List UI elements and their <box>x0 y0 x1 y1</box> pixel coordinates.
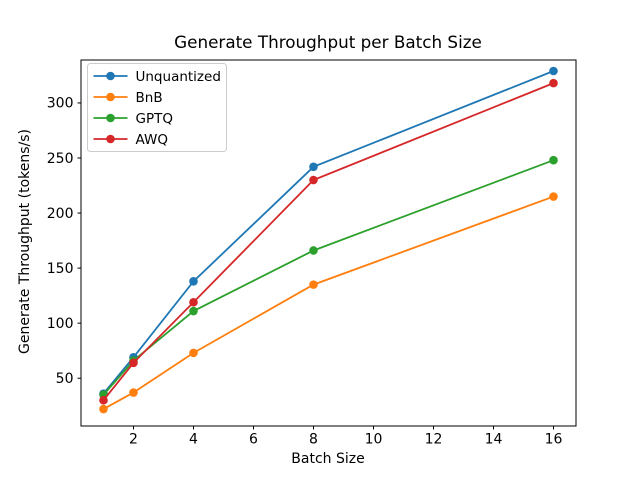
data-point-unquantized <box>189 277 198 286</box>
x-tick-label: 16 <box>545 432 563 448</box>
series-line-bnb <box>103 195 554 410</box>
data-point-awq <box>189 297 198 307</box>
data-point-awq <box>99 395 108 405</box>
legend-entry-label: GPTQ <box>136 111 173 127</box>
y-tick-label: 250 <box>47 151 74 167</box>
y-axis-label: Generate Throughput (tokens/s) <box>17 129 33 354</box>
y-tick-label: 150 <box>47 261 74 277</box>
data-point-gptq <box>309 246 318 255</box>
data-point-bnb <box>309 280 318 289</box>
plot-spines <box>80 59 577 427</box>
data-point-unquantized <box>309 162 318 172</box>
data-point-awq <box>129 358 138 368</box>
data-point-bnb <box>549 192 558 201</box>
legend-box <box>87 63 227 152</box>
legend-entry-label: AWQ <box>136 132 168 148</box>
legend-entry-label: Unquantized <box>136 69 221 85</box>
x-tick-label: 14 <box>485 432 503 448</box>
data-point-awq <box>549 78 558 88</box>
axes-layer: 2 4 6 8 10 12 14 16 50 100 150 200 250 300 Unquantized… <box>47 59 577 448</box>
y-tick-label: 100 <box>47 316 74 332</box>
legend-marker-icon <box>106 92 115 102</box>
data-point-bnb <box>129 388 138 397</box>
legend-marker-icon <box>106 71 115 81</box>
data-point-unquantized <box>549 66 558 76</box>
x-tick-label: 2 <box>129 432 138 448</box>
legend-marker-icon <box>106 113 115 123</box>
x-tick-label: 10 <box>365 432 383 448</box>
y-tick-label: 50 <box>56 371 74 387</box>
x-tick-label: 12 <box>425 432 443 448</box>
legend-entry-label: BnB <box>136 90 163 106</box>
chart-title: Generate Throughput per Batch Size <box>174 32 482 52</box>
data-point-gptq <box>549 155 558 165</box>
y-tick-label: 300 <box>47 96 74 112</box>
x-tick-label: 6 <box>249 432 258 448</box>
data-point-bnb <box>99 404 108 414</box>
y-tick-label: 200 <box>47 206 74 222</box>
data-point-awq <box>309 175 318 185</box>
x-tick-label: 4 <box>189 432 198 448</box>
x-axis-label: Batch Size <box>291 451 364 467</box>
data-point-bnb <box>189 348 198 358</box>
legend-marker-icon <box>106 134 115 144</box>
data-point-gptq <box>189 306 198 316</box>
series-line-gptq <box>102 159 554 396</box>
x-tick-label: 8 <box>309 432 318 448</box>
